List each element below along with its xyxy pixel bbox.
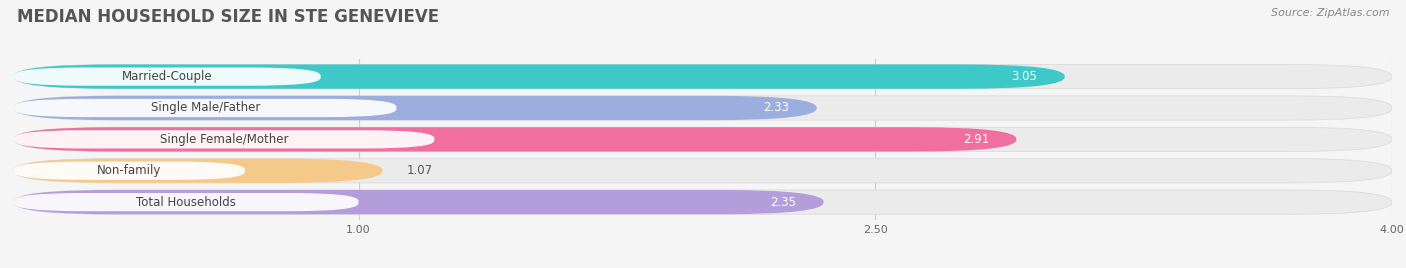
Text: 2.35: 2.35: [770, 196, 796, 209]
FancyBboxPatch shape: [14, 127, 1392, 151]
FancyBboxPatch shape: [14, 96, 817, 120]
FancyBboxPatch shape: [14, 99, 396, 117]
FancyBboxPatch shape: [14, 64, 1392, 89]
FancyBboxPatch shape: [14, 159, 382, 183]
FancyBboxPatch shape: [14, 68, 321, 86]
FancyBboxPatch shape: [14, 193, 359, 211]
FancyBboxPatch shape: [14, 64, 1064, 89]
FancyBboxPatch shape: [14, 130, 434, 148]
FancyBboxPatch shape: [14, 190, 1392, 214]
Text: 2.91: 2.91: [963, 133, 988, 146]
Text: MEDIAN HOUSEHOLD SIZE IN STE GENEVIEVE: MEDIAN HOUSEHOLD SIZE IN STE GENEVIEVE: [17, 8, 439, 26]
Text: Single Female/Mother: Single Female/Mother: [160, 133, 288, 146]
Text: 1.07: 1.07: [406, 164, 433, 177]
Text: Married-Couple: Married-Couple: [122, 70, 212, 83]
Text: 3.05: 3.05: [1011, 70, 1038, 83]
Text: Single Male/Father: Single Male/Father: [150, 102, 260, 114]
FancyBboxPatch shape: [14, 96, 1392, 120]
FancyBboxPatch shape: [14, 127, 1017, 151]
Text: Total Households: Total Households: [136, 196, 236, 209]
Text: Source: ZipAtlas.com: Source: ZipAtlas.com: [1271, 8, 1389, 18]
FancyBboxPatch shape: [14, 190, 824, 214]
Text: 2.33: 2.33: [763, 102, 789, 114]
FancyBboxPatch shape: [14, 159, 1392, 183]
FancyBboxPatch shape: [14, 162, 245, 180]
Text: Non-family: Non-family: [97, 164, 162, 177]
